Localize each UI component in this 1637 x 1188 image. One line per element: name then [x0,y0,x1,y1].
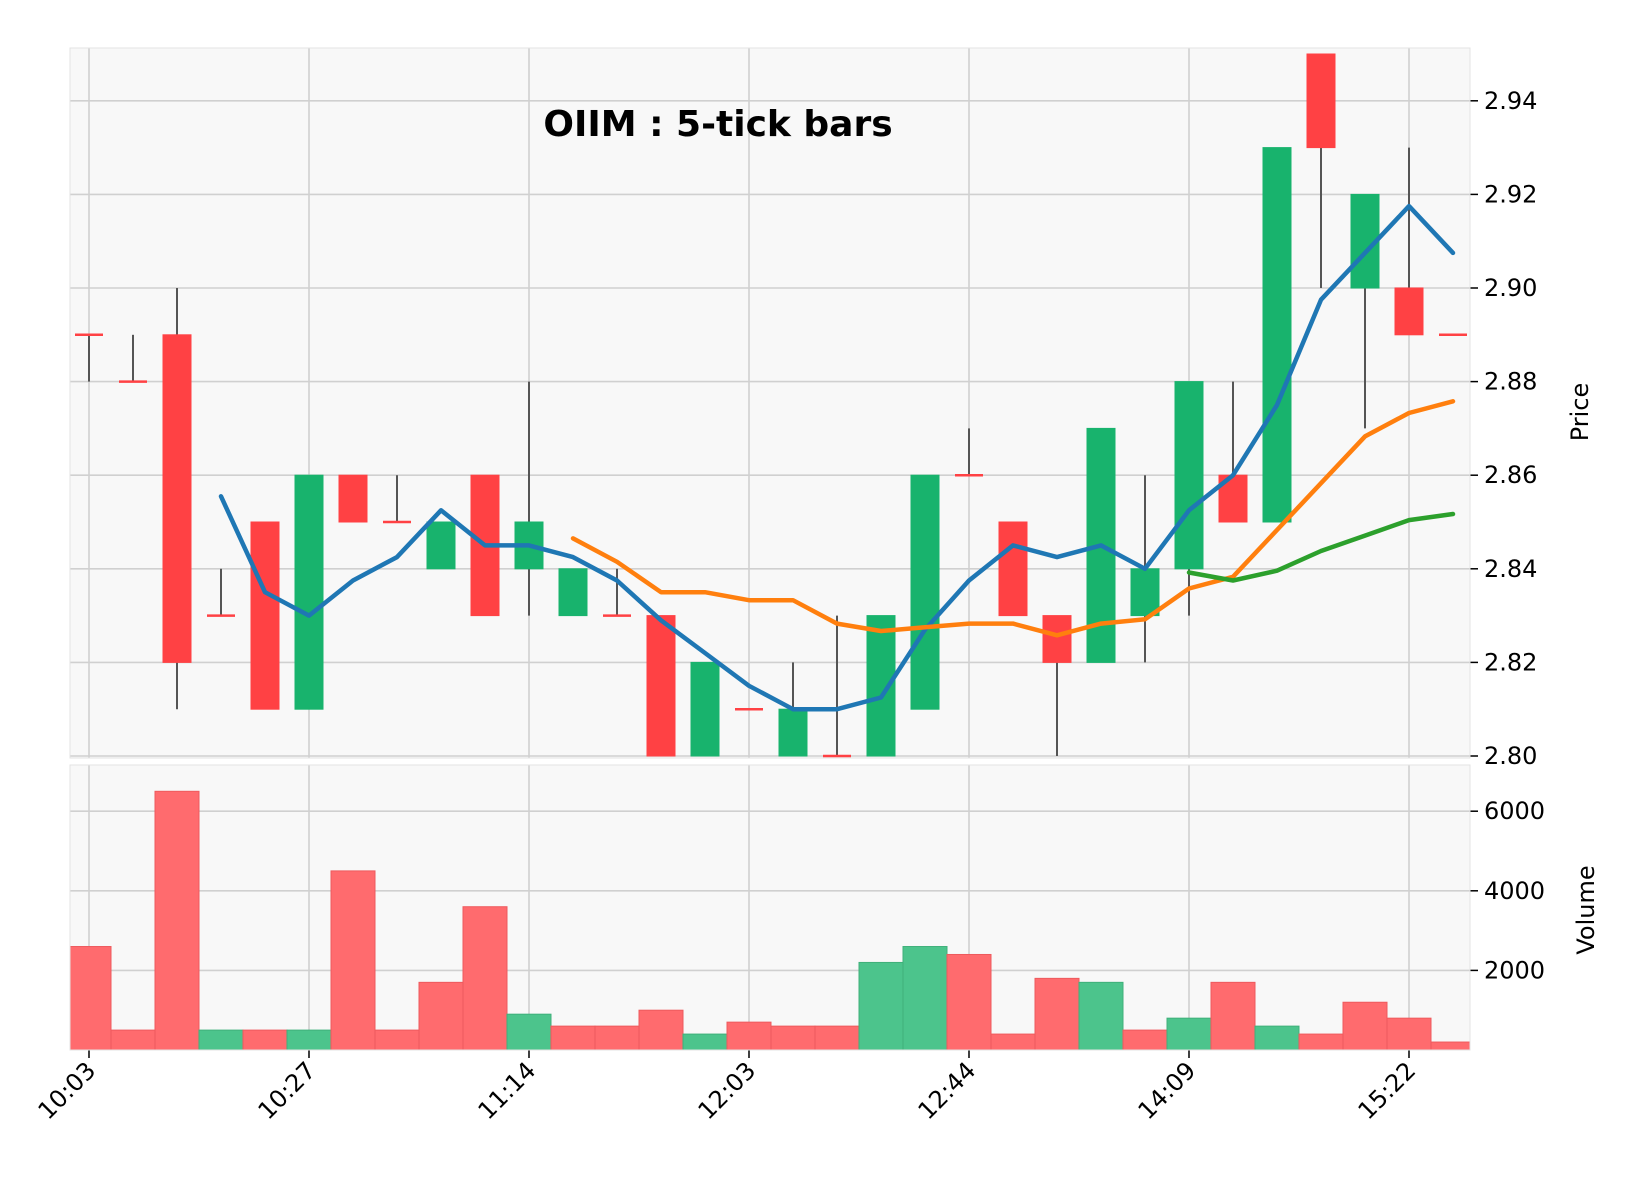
candle-body [1174,381,1204,570]
volume-bar [682,1033,728,1051]
candle-body [426,521,456,570]
volume-bar [858,961,904,1051]
price-tick-label: 2.80 [1484,742,1537,770]
candle-body [690,661,720,757]
candle-body [250,521,280,710]
price-axis-title: Price [1566,383,1594,442]
price-tick-label: 2.82 [1484,648,1537,676]
chart-title: OIIM : 5-tick bars [543,104,892,145]
volume-axis-title: Volume [1572,865,1600,954]
candle-body [910,474,940,710]
volume-bar [418,981,464,1051]
volume-bar [1386,1017,1432,1051]
volume-tick-label: 4000 [1484,877,1545,905]
volume-bar [1166,1017,1212,1051]
candle-body [294,474,324,710]
volume-bar [726,1021,772,1051]
volume-bar [1122,1029,1168,1051]
price-tick-label: 2.90 [1484,274,1537,302]
moving-average-line [570,399,1456,638]
candle-body [998,521,1028,617]
price-tick-label: 2.94 [1484,87,1537,115]
volume-panel-border [69,764,1471,1051]
moving-average-line [218,203,1456,712]
volume-bar [154,790,200,1051]
volume-tick-label: 6000 [1484,797,1545,825]
candle-body [1130,568,1160,617]
volume-bar [1298,1033,1344,1051]
price-panel-border [69,47,1471,759]
volume-bar [814,1025,860,1051]
candle-body [558,568,588,617]
moving-average-line [1186,511,1456,583]
volume-bar [1078,981,1124,1051]
volume-bar [594,1025,640,1051]
candle-body [162,334,192,663]
volume-bar [638,1009,684,1051]
volume-bar [550,1025,596,1051]
candle-body [1394,287,1424,336]
volume-bar [1210,981,1256,1051]
volume-bar [1254,1025,1300,1051]
candle-body [1262,147,1292,523]
volume-tick-label: 2000 [1484,956,1545,984]
volume-bar [902,946,948,1051]
volume-bar [946,953,992,1051]
moving-average-lines [218,203,1456,712]
volume-bar [1342,1001,1388,1051]
candle-body [646,615,676,757]
volume-panel [70,765,1470,1050]
volume-bar [462,906,508,1051]
volume-bar [506,1013,552,1051]
volume-bars [69,790,1471,1051]
volume-bar [110,1029,156,1051]
price-tick-label: 2.88 [1484,368,1537,396]
candle-body [1042,615,1072,663]
candle-body [338,474,368,523]
candle-body [778,708,808,757]
price-tick-label: 2.92 [1484,180,1537,208]
price-tick-label: 2.86 [1484,461,1537,489]
volume-bar [198,1029,244,1051]
price-panel [70,48,1470,758]
volume-bar [242,1029,288,1051]
volume-bar [330,870,376,1051]
volume-bar [990,1033,1036,1051]
volume-bar [1430,1041,1471,1051]
volume-bar [374,1029,420,1051]
price-tick-label: 2.84 [1484,555,1537,583]
candle-body [1306,53,1336,149]
volume-bar [69,946,112,1051]
volume-bar [1034,977,1080,1051]
volume-bar [286,1029,332,1051]
volume-bar [770,1025,816,1051]
